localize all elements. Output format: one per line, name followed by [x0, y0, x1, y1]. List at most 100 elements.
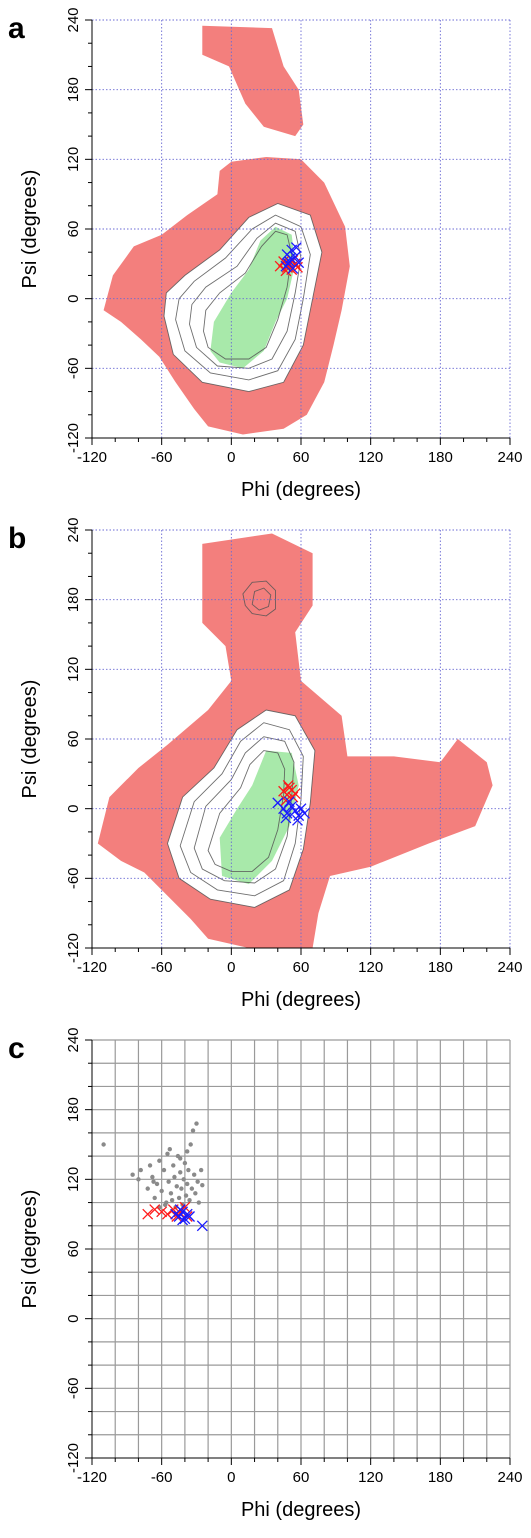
- panel-c-red-marker-0: [142, 1208, 154, 1220]
- panel-c-y-tick-label-5: 180: [65, 1097, 82, 1122]
- panel-c-gray-point-6: [150, 1174, 155, 1180]
- panel-a-x-tick-label-3: 60: [293, 449, 310, 466]
- panel-c-gray-point-4: [145, 1186, 150, 1191]
- panel-b-x-tick-label-5: 180: [428, 959, 453, 976]
- panel-b-x-tick-label-4: 120: [358, 959, 383, 976]
- panel-a-y-tick-label-6: 240: [65, 7, 82, 32]
- panel-a-contour-line-3: [203, 230, 293, 360]
- panel-a-blue-marker-3: [283, 256, 295, 267]
- panel-c-gray-point-5: [147, 1163, 153, 1168]
- panel-c-gray-point-30: [187, 1198, 192, 1203]
- panel-c-gray-point-29: [186, 1167, 191, 1173]
- panel-a-blue-marker-8: [285, 252, 297, 264]
- panel-c-gray-point-8: [154, 1181, 160, 1187]
- panel-b-contour-line-0: [167, 709, 316, 908]
- panel-a-y-tick-label-4: 120: [65, 147, 82, 172]
- panel-c-blue-marker-8: [174, 1204, 186, 1215]
- panel-c-gray-point-21: [176, 1195, 182, 1201]
- panel-c-x-axis-title: Phi (degrees): [241, 1499, 361, 1521]
- panel-c-x-tick-label-0: -120: [77, 1469, 107, 1486]
- panel-c-red-marker-2: [156, 1206, 168, 1218]
- panel-c-gray-point-1: [130, 1172, 135, 1177]
- panel-b-x-tick-label-1: -60: [151, 959, 173, 976]
- panel-c-red-marker-3: [162, 1208, 173, 1220]
- panel-c-y-axis-title: Psi (degrees): [19, 1190, 41, 1309]
- panel-c-gray-point-45: [185, 1149, 190, 1154]
- panel-c-gray-point-19: [174, 1184, 179, 1189]
- panel-c-x-tick-label-3: 60: [293, 1469, 310, 1486]
- panel-c-x-tick-label-4: 120: [358, 1469, 383, 1486]
- panel-c-y-tick-label-3: 60: [65, 1241, 82, 1258]
- panel-c-gray-point-26: [182, 1160, 188, 1166]
- panel-c-y-tick-label-4: 120: [65, 1167, 82, 1192]
- panel-a-plot: -120 -60 0 60 120 180 240 -120 -60 0 60 120 180 240 Ph…: [19, 7, 523, 501]
- panel-b-x-tick-label-3: 60: [293, 959, 310, 976]
- panel-c-gray-point-25: [181, 1177, 186, 1182]
- panel-c-gray-point-42: [151, 1179, 156, 1184]
- panel-c-gray-point-28: [185, 1181, 190, 1187]
- panel-a-y-tick-label-2: 0: [65, 294, 82, 302]
- panel-a-contour-line-0: [163, 203, 323, 393]
- panel-c-gray-point-35: [193, 1191, 198, 1196]
- panel-a-contour-line-1: [175, 214, 311, 381]
- panel-c-gray-point-10: [159, 1188, 164, 1194]
- panel-c-gray-point-44: [178, 1156, 183, 1161]
- panel-b-x-tick-label-2: 0: [227, 959, 235, 976]
- panel-b-red-marker-6: [289, 788, 301, 800]
- panel-a-y-tick-label-3: 60: [65, 221, 82, 238]
- panel-c-x-tick-label-6: 240: [497, 1469, 522, 1486]
- panel-c-gray-point-16: [171, 1163, 176, 1168]
- panel-b-contour-line-5: [251, 587, 272, 611]
- panel-c-gray-point-31: [188, 1142, 193, 1147]
- panel-c-gray-point-47: [198, 1167, 204, 1173]
- panel-c-letter: c: [8, 1032, 25, 1065]
- panel-c-gray-point-46: [200, 1182, 205, 1188]
- panel-c-gray-point-7: [152, 1195, 157, 1201]
- panel-a-red-marker-7: [280, 265, 292, 277]
- panel-c-gray-point-41: [169, 1198, 175, 1203]
- panel-c-gray-point-34: [191, 1172, 197, 1177]
- panel-c-gray-point-38: [196, 1200, 202, 1205]
- panel-c-blue-marker-7: [196, 1220, 208, 1232]
- panel-b-blue-marker-8: [283, 796, 295, 808]
- panel-a-x-tick-label-1: -60: [151, 449, 173, 466]
- panel-b-blue-marker-6: [295, 803, 307, 815]
- panel-c-gray-point-32: [189, 1186, 195, 1191]
- panel-a-blue-marker-6: [293, 257, 305, 269]
- panel-c-gray-point-43: [167, 1146, 172, 1152]
- panel-a-y-tick-label-0: -120: [65, 423, 82, 453]
- panel-a-letter: a: [8, 12, 25, 45]
- panel-c-gray-point-15: [168, 1191, 174, 1196]
- panel-b-x-axis-title: Phi (degrees): [241, 989, 361, 1011]
- panel-b-blue-marker-1: [278, 803, 290, 815]
- panel-c-gray-point-17: [172, 1174, 177, 1180]
- panel-c-gray-point-14: [166, 1179, 171, 1184]
- panel-b-y-axis-title: Psi (degrees): [19, 680, 41, 799]
- panel-c-plot: -120 -60 0 60 120 180 240 -120 -60 0 60 120 180 240 Ph…: [19, 1027, 523, 1521]
- panel-c-y-tick-label-2: 0: [65, 1314, 82, 1322]
- panel-a-x-tick-label-4: 120: [358, 449, 383, 466]
- panel-b-y-tick-label-2: 0: [65, 804, 82, 812]
- panel-c-gray-point-40: [162, 1202, 168, 1208]
- panel-b-core-region: [219, 750, 299, 885]
- panel-c-x-tick-label-2: 0: [227, 1469, 235, 1486]
- panel-c-gray-point-11: [161, 1167, 167, 1173]
- panel-c-y-tick-label-6: 240: [65, 1027, 82, 1052]
- panel-c-gray-point-23: [179, 1186, 184, 1191]
- panel-a-x-axis-title: Phi (degrees): [241, 479, 361, 501]
- panel-b-y-tick-label-6: 240: [65, 517, 82, 542]
- panel-a-y-axis-title: Psi (degrees): [19, 170, 41, 289]
- panel-c-gray-point-36: [194, 1121, 199, 1126]
- panel-c-gray-point-22: [178, 1170, 183, 1175]
- panel-b-x-tick-label-0: -120: [77, 959, 107, 976]
- panel-c-gray-point-9: [157, 1158, 162, 1163]
- panel-c-x-tick-label-1: -60: [151, 1469, 173, 1486]
- panel-b-plot: -120 -60 0 60 120 180 240 -120 -60 0 60 120 180 240 Ph…: [19, 517, 523, 1011]
- panel-b-y-tick-label-4: 120: [65, 657, 82, 682]
- panel-c-gray-point-37: [195, 1179, 200, 1184]
- panel-c-y-tick-label-0: -120: [65, 1443, 82, 1473]
- panel-c-blue-marker-5: [184, 1211, 195, 1222]
- panel-c-gray-point-2: [136, 1177, 141, 1182]
- panel-c-x-tick-label-5: 180: [428, 1469, 453, 1486]
